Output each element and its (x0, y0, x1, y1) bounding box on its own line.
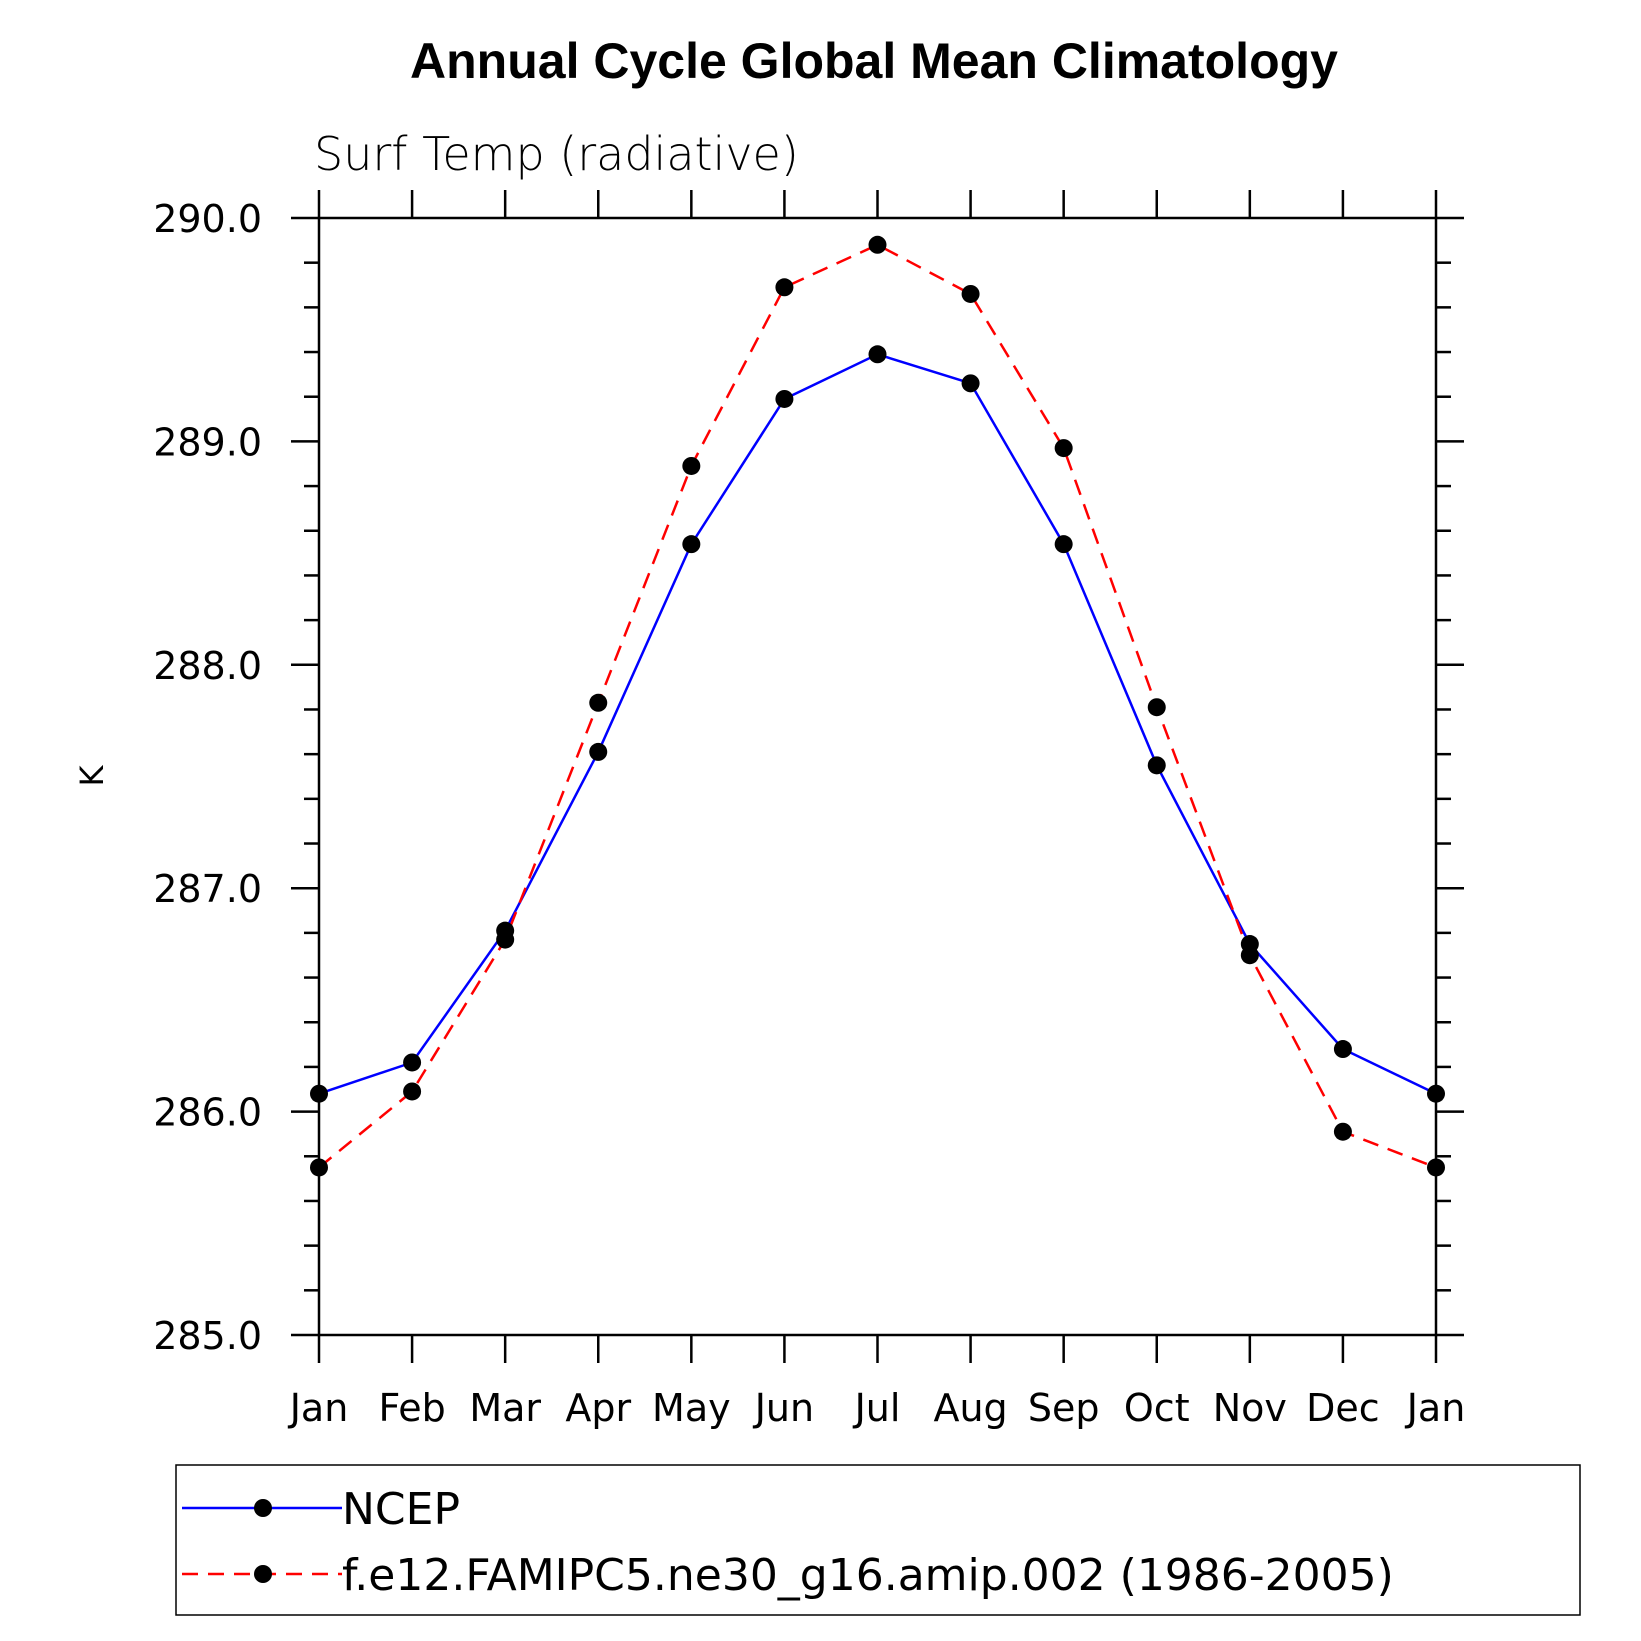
data-point-series-1 (961, 284, 980, 303)
y-axis-label: K (73, 764, 111, 786)
data-point-series-0 (1333, 1040, 1352, 1059)
data-point-series-1 (1054, 439, 1073, 458)
x-tick-label: Oct (1124, 1386, 1190, 1430)
data-point-series-0 (682, 535, 701, 554)
y-tick-label: 286.0 (153, 1091, 262, 1135)
series-layer (310, 235, 1445, 1177)
x-tick-label: Jun (753, 1386, 814, 1430)
x-tick-label: Jul (853, 1386, 901, 1430)
series-line-0 (318, 352, 1437, 1095)
y-tick-label: 285.0 (153, 1314, 262, 1358)
data-point-series-1 (403, 1082, 422, 1101)
legend-marker-ncep (254, 1499, 272, 1517)
x-tick-label: Aug (933, 1386, 1007, 1430)
chart-subtitle: Surf Temp (radiative) (314, 127, 799, 181)
data-point-series-1 (682, 456, 701, 475)
axis-ticks (291, 190, 1464, 1363)
x-tick-label: Apr (565, 1386, 631, 1430)
data-point-series-0 (868, 345, 887, 364)
x-tick-label: Sep (1028, 1386, 1100, 1430)
y-tick-label: 287.0 (153, 867, 262, 911)
data-point-series-1 (589, 693, 608, 712)
chart-title: Annual Cycle Global Mean Climatology (410, 33, 1338, 89)
legend-box (175, 1464, 1581, 1616)
plot-frame (317, 216, 1438, 1337)
data-point-series-1 (868, 235, 887, 254)
x-tick-label: May (652, 1386, 731, 1430)
data-point-series-1 (775, 278, 794, 297)
data-point-series-0 (961, 374, 980, 393)
legend-label-ncep: NCEP (342, 1484, 460, 1535)
x-tick-label: Mar (469, 1386, 541, 1430)
y-tick-label: 289.0 (153, 420, 262, 464)
tick-labels: Jan Feb Mar Apr May Jun Jul Aug Sep Oct Nov Dec Jan 2… (153, 197, 1465, 1430)
legend-marker-model (254, 1565, 272, 1583)
legend: NCEP f.e12.FAMIPC5.ne30_g16.amip.002 (19… (175, 1464, 1581, 1616)
data-point-series-0 (403, 1053, 422, 1072)
x-tick-label: Feb (378, 1386, 445, 1430)
x-tick-label: Nov (1213, 1386, 1287, 1430)
data-point-series-1 (1147, 698, 1166, 717)
legend-label-model: f.e12.FAMIPC5.ne30_g16.amip.002 (1986-20… (342, 1550, 1394, 1601)
x-tick-label: Jan (288, 1386, 349, 1430)
data-point-series-0 (589, 742, 608, 761)
y-tick-label: 288.0 (153, 644, 262, 688)
data-point-series-0 (775, 389, 794, 408)
x-tick-label: Dec (1306, 1386, 1380, 1430)
data-point-series-1 (1240, 946, 1259, 965)
x-tick-label: Jan (1405, 1386, 1466, 1430)
y-tick-label: 290.0 (153, 197, 262, 241)
data-point-series-1 (1333, 1122, 1352, 1141)
data-point-series-1 (496, 930, 515, 949)
series-line-1 (318, 243, 1437, 1169)
data-point-series-0 (1054, 535, 1073, 554)
data-point-series-0 (1147, 756, 1166, 775)
